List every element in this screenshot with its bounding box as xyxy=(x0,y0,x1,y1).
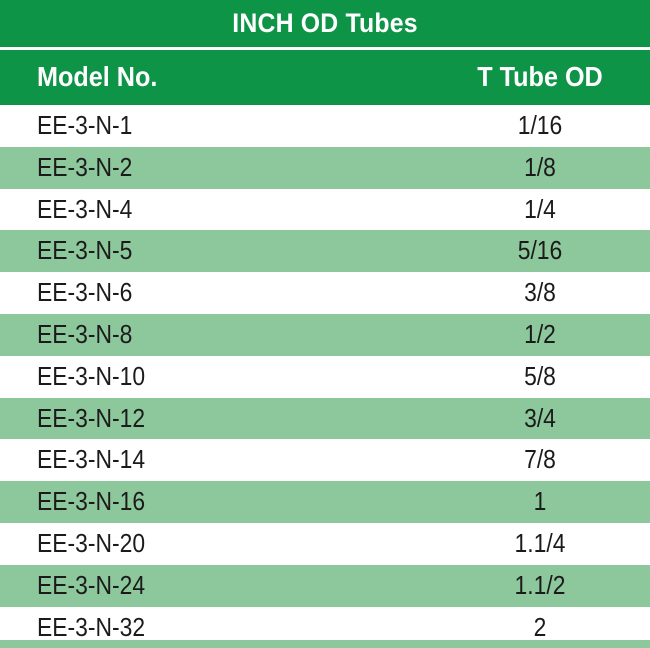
cell-tube-od: 1 xyxy=(533,486,547,517)
cell-tube-od: 7/8 xyxy=(524,444,556,475)
table-header: INCH OD Tubes Model No. T Tube OD xyxy=(0,0,650,105)
table-row: EE-3-N-4 1/4 xyxy=(0,188,650,231)
table-row: EE-3-N-8 1/2 xyxy=(0,313,650,356)
cell-tube-od: 1/8 xyxy=(524,151,556,182)
column-header-row: Model No. T Tube OD xyxy=(0,52,650,105)
table-row: EE-3-N-10 5/8 xyxy=(0,355,650,398)
cell-model-no: EE-3-N-1 xyxy=(37,110,133,140)
cell-tube-od: 5/16 xyxy=(517,235,563,266)
column-header-model-no: Model No. xyxy=(37,61,158,92)
cell-model-no: EE-3-N-10 xyxy=(37,360,146,391)
cell-model-no: EE-3-N-16 xyxy=(37,486,146,517)
table-row: EE-3-N-5 5/16 xyxy=(0,230,650,273)
cell-model-no: EE-3-N-20 xyxy=(37,527,146,558)
cell-tube-od: 1/2 xyxy=(524,318,556,349)
cell-model-no: EE-3-N-8 xyxy=(37,318,133,349)
cell-tube-od: 2 xyxy=(533,611,547,642)
table-row: EE-3-N-2 1/8 xyxy=(0,146,650,189)
cell-tube-od: 5/8 xyxy=(524,360,556,391)
table-row: EE-3-N-24 1.1/2 xyxy=(0,564,650,607)
table-row: EE-3-N-16 1 xyxy=(0,481,650,523)
table-row: EE-3-N-20 1.1/4 xyxy=(0,522,650,565)
table-body: EE-3-N-1 1/16 EE-3-N-2 1/8 EE-3-N-4 1/4 EE-3-N… xyxy=(0,105,650,648)
cell-model-no: EE-3-N-12 xyxy=(37,402,146,433)
cell-model-no: EE-3-N-2 xyxy=(37,151,133,182)
cell-model-no: EE-3-N-4 xyxy=(37,193,133,224)
cell-model-no: EE-3-N-14 xyxy=(37,444,146,475)
table-title: INCH OD Tubes xyxy=(232,8,418,38)
cell-model-no: EE-3-N-24 xyxy=(37,569,146,600)
cell-model-no: EE-3-N-32 xyxy=(37,611,146,642)
table-row: EE-3-N-14 7/8 xyxy=(0,439,650,482)
cell-tube-od: 3/4 xyxy=(524,402,556,433)
cell-model-no: EE-3-N-5 xyxy=(37,235,133,266)
column-header-tube-od: T Tube OD xyxy=(477,61,603,92)
table-row: EE-3-N-6 3/8 xyxy=(0,272,650,314)
table-row: EE-3-N-1 1/16 xyxy=(0,105,650,147)
cell-tube-od: 1/16 xyxy=(517,110,563,140)
table-row: EE-3-N-12 3/4 xyxy=(0,397,650,440)
cell-tube-od: 1.1/4 xyxy=(514,527,566,558)
header-divider xyxy=(0,47,650,50)
cell-tube-od: 3/8 xyxy=(524,277,556,308)
cell-tube-od: 1/4 xyxy=(524,193,556,224)
cell-tube-od: 1.1/2 xyxy=(514,569,566,600)
cell-model-no: EE-3-N-6 xyxy=(37,277,133,308)
table-bottom-strip xyxy=(0,640,650,648)
